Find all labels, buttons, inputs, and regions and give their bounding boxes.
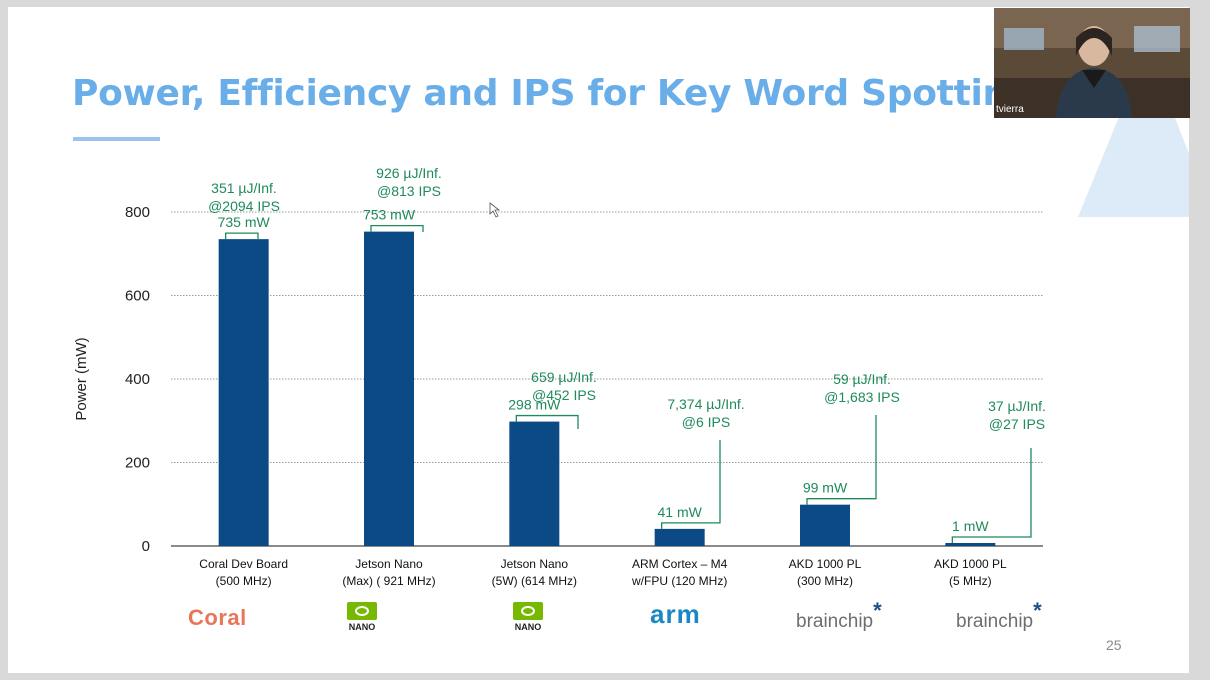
- bar-value-label: 753 mW: [363, 207, 416, 223]
- efficiency-callout-label: @2094 IPS: [208, 198, 280, 214]
- slide: Power, Efficiency and IPS for Key Word S…: [8, 7, 1189, 673]
- arm-logo: arm: [650, 599, 701, 629]
- bar: [945, 543, 996, 546]
- bar-value-label: 1 mW: [952, 518, 989, 534]
- bar-value-label: 99 mW: [803, 480, 848, 496]
- callout-connector: [951, 448, 1032, 543]
- efficiency-callout-label: 659 µJ/Inf.: [531, 369, 597, 385]
- callout-connector: [370, 224, 424, 232]
- brainchip-wordmark: brainchip: [796, 611, 874, 632]
- nvidia-nano-logo: NANO: [510, 602, 546, 634]
- brainchip-logo: brainchip*: [796, 598, 882, 633]
- nano-label: NANO: [514, 622, 542, 632]
- x-category-label: (5 MHz): [949, 574, 992, 588]
- x-category-label: Coral Dev Board: [199, 557, 288, 571]
- brainchip-star-icon: *: [873, 598, 882, 623]
- efficiency-callout-label: 351 µJ/Inf.: [211, 180, 277, 196]
- callout-connector: [661, 440, 721, 529]
- brainchip-logo: brainchip*: [956, 598, 1042, 633]
- efficiency-callout-label: 59 µJ/Inf.: [833, 371, 891, 387]
- callout-connector: [225, 232, 259, 240]
- callout-connector: [806, 415, 877, 505]
- efficiency-callout-label: 7,374 µJ/Inf.: [667, 396, 744, 412]
- bar: [800, 504, 850, 546]
- nano-label: NANO: [348, 622, 376, 632]
- page-number: 25: [1106, 637, 1122, 653]
- x-category-label: (300 MHz): [797, 574, 853, 588]
- x-category-label: AKD 1000 PL: [789, 557, 862, 571]
- x-category-label: Jetson Nano: [501, 557, 569, 571]
- bar-value-label: 735 mW: [218, 214, 271, 230]
- nvidia-eye-icon: [513, 602, 543, 620]
- callout-connector: [515, 414, 579, 429]
- bar-value-label: 41 mW: [657, 504, 702, 520]
- x-category-label: ARM Cortex – M4: [632, 557, 728, 571]
- x-category-label: AKD 1000 PL: [934, 557, 1007, 571]
- y-tick-label: 600: [125, 288, 150, 305]
- efficiency-callout-label: @452 IPS: [532, 387, 596, 403]
- brainchip-star-icon: *: [1033, 598, 1042, 623]
- title-underline: [73, 137, 160, 141]
- x-category-label: (5W) (614 MHz): [492, 574, 577, 588]
- brainchip-wordmark: brainchip: [956, 611, 1034, 632]
- x-category-label: w/FPU (120 MHz): [631, 574, 727, 588]
- nvidia-eye-icon: [347, 602, 377, 620]
- participant-video-frame: [994, 8, 1190, 118]
- y-tick-label: 800: [125, 204, 150, 221]
- x-category-label: Jetson Nano: [355, 557, 423, 571]
- efficiency-callout-label: @1,683 IPS: [824, 389, 900, 405]
- y-tick-label: 200: [125, 455, 150, 472]
- efficiency-callout-label: 926 µJ/Inf.: [376, 165, 442, 181]
- coral-logo: Coral: [188, 605, 247, 630]
- bar: [654, 528, 705, 546]
- efficiency-callout-label: @27 IPS: [989, 416, 1045, 432]
- participant-name: tvierra: [996, 104, 1024, 115]
- bar-value-label: 298 mW: [508, 397, 561, 413]
- bar: [509, 421, 560, 546]
- power-bar-chart: 0 200 400 600 800 Power (mW) Coral Dev Board (5…: [73, 165, 1046, 588]
- efficiency-callout-label: 37 µJ/Inf.: [988, 398, 1046, 414]
- mouse-cursor-icon: [489, 202, 501, 218]
- nvidia-nano-logo: NANO: [344, 602, 380, 634]
- bar: [218, 239, 269, 546]
- bar: [364, 231, 414, 546]
- y-tick-label: 0: [142, 538, 150, 555]
- x-category-label: (Max) ( 921 MHz): [342, 574, 435, 588]
- y-axis-label: Power (mW): [73, 337, 90, 420]
- x-category-label: (500 MHz): [216, 574, 272, 588]
- participant-video-tile[interactable]: tvierra: [994, 8, 1190, 118]
- efficiency-callout-label: @6 IPS: [682, 414, 730, 430]
- slide-title: Power, Efficiency and IPS for Key Word S…: [72, 73, 1171, 114]
- y-tick-label: 400: [125, 371, 150, 388]
- efficiency-callout-label: @813 IPS: [377, 183, 441, 199]
